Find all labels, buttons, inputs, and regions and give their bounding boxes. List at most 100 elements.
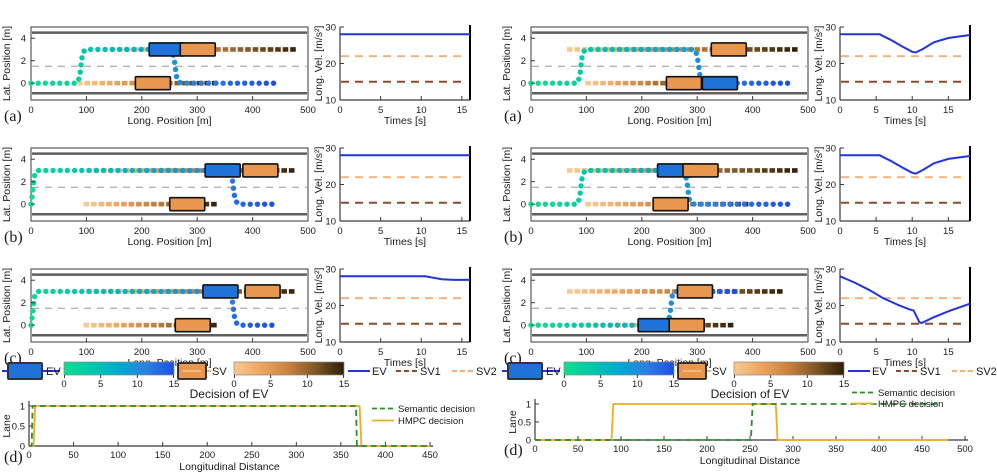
y-tick-label: 4 bbox=[521, 155, 526, 166]
ev-colorbar-tick: 15 bbox=[669, 379, 680, 390]
ev-legend-box bbox=[507, 362, 543, 380]
sv-colorbar-tick: 0 bbox=[231, 379, 236, 390]
ev-trajectory bbox=[528, 288, 738, 328]
x-tick-label: 10 bbox=[416, 226, 427, 237]
ev-vehicle-box bbox=[202, 284, 239, 299]
y-axis-label: Long. Vel. [m/s²] bbox=[313, 267, 325, 343]
sv-vehicle-box bbox=[242, 163, 279, 178]
sv-colorbar-tick: 15 bbox=[339, 379, 350, 390]
ev-vehicle-box bbox=[148, 42, 186, 57]
y-tick-label: 0.5 bbox=[518, 418, 531, 429]
y-tick-label: 0 bbox=[20, 442, 25, 453]
ev-colorbar-tick: 10 bbox=[132, 379, 143, 390]
x-tick-label: 400 bbox=[378, 450, 394, 461]
x-tick-label: 0 bbox=[337, 347, 342, 358]
sv2-line-label: SV2 bbox=[976, 366, 997, 378]
y-tick-label: 30 bbox=[825, 23, 836, 34]
x-tick-label: 10 bbox=[907, 105, 918, 116]
y-tick-label: 20 bbox=[325, 180, 336, 191]
y-axis-label: Long. Vel. [m/s²] bbox=[813, 267, 825, 343]
y-axis-label: Lat. Position [m] bbox=[1, 26, 13, 101]
y-tick-label: 0 bbox=[21, 200, 26, 211]
x-tick-label: 0 bbox=[28, 226, 33, 237]
x-axis-label: Times [s] bbox=[384, 236, 426, 248]
panel-letter: (b) bbox=[504, 229, 523, 246]
ev-trajectory bbox=[28, 46, 277, 86]
y-tick-label: 4 bbox=[21, 155, 26, 166]
panel-letter: (d) bbox=[4, 449, 23, 466]
x-tick-label: 400 bbox=[245, 105, 261, 116]
plot-box bbox=[530, 147, 809, 222]
y-tick-label: 1 bbox=[20, 402, 25, 413]
x-tick-label: 0 bbox=[528, 226, 533, 237]
x-axis-label: Long. Position [m] bbox=[627, 115, 711, 127]
x-tick-label: 500 bbox=[300, 105, 316, 116]
ev-line-label: EV bbox=[872, 366, 887, 378]
y-tick-label: 30 bbox=[325, 23, 336, 34]
plot-box bbox=[30, 147, 309, 222]
y-tick-label: 10 bbox=[825, 96, 836, 107]
left-column: 0 100 200 300 400 500 0 2 4 Long. Position [m] Lat… bbox=[0, 0, 497, 476]
velocity-plot: 0 5 10 15 10 20 30 Times [s] Long. Vel. [m/s²] bbox=[313, 265, 471, 369]
x-tick-label: 200 bbox=[134, 347, 150, 358]
x-tick-label: 300 bbox=[689, 347, 705, 358]
sv-colorbar-tick: 0 bbox=[731, 379, 736, 390]
y-tick-label: 2 bbox=[21, 298, 26, 309]
x-tick-label: 300 bbox=[189, 347, 205, 358]
y-tick-label: 0 bbox=[521, 200, 526, 211]
y-tick-label: 2 bbox=[521, 56, 526, 67]
ev-velocity-line bbox=[840, 33, 971, 54]
y-tick-label: 4 bbox=[21, 34, 26, 45]
x-tick-label: 5 bbox=[873, 226, 878, 237]
sv-vehicle-box bbox=[168, 196, 206, 212]
x-tick-label: 15 bbox=[943, 226, 954, 237]
x-tick-label: 15 bbox=[943, 105, 954, 116]
x-tick-label: 50 bbox=[68, 450, 79, 461]
ev-velocity-line bbox=[839, 275, 971, 325]
y-tick-label: 2 bbox=[521, 298, 526, 309]
x-tick-label: 100 bbox=[78, 226, 94, 237]
plot-box bbox=[530, 268, 809, 343]
y-tick-label: 10 bbox=[325, 96, 336, 107]
x-tick-label: 500 bbox=[300, 226, 316, 237]
y-tick-label: 10 bbox=[825, 338, 836, 349]
sv1-line-label: SV1 bbox=[420, 366, 441, 378]
y-tick-label: 20 bbox=[825, 59, 836, 70]
x-axis-label: Times [s] bbox=[384, 357, 426, 369]
hmpc-decision-line bbox=[29, 405, 430, 447]
y-tick-label: 10 bbox=[825, 217, 836, 228]
plot-title: Decision of EV bbox=[190, 387, 269, 401]
sv-vehicle-box bbox=[665, 75, 703, 91]
y-tick-label: 2 bbox=[21, 56, 26, 67]
x-tick-label: 10 bbox=[907, 226, 918, 237]
sv-vehicle-box bbox=[668, 317, 705, 333]
x-tick-label: 0 bbox=[28, 105, 33, 116]
x-tick-label: 15 bbox=[457, 105, 468, 116]
x-tick-label: 300 bbox=[689, 105, 705, 116]
y-tick-label: 0.5 bbox=[12, 422, 25, 433]
x-tick-label: 100 bbox=[78, 105, 94, 116]
y-axis-label: Lat. Position [m] bbox=[501, 147, 513, 222]
x-tick-label: 400 bbox=[871, 444, 887, 455]
x-tick-label: 0 bbox=[26, 450, 31, 461]
y-tick-label: 10 bbox=[325, 217, 336, 228]
x-tick-label: 0 bbox=[837, 105, 842, 116]
y-axis-label: Lat. Position [m] bbox=[1, 147, 13, 222]
x-tick-label: 100 bbox=[78, 347, 94, 358]
ev-colorbar-tick: 0 bbox=[561, 379, 566, 390]
decision-plot: Decision of EV 0 50 100 150 200 250 300 350 400 45… bbox=[504, 387, 973, 467]
semantic-decision-line bbox=[29, 405, 430, 447]
x-tick-label: 400 bbox=[745, 347, 761, 358]
ev-line-label: EV bbox=[372, 366, 387, 378]
velocity-plot: 0 5 10 15 10 20 30 Times [s] Long. Vel. [m/s²] bbox=[813, 265, 971, 369]
x-tick-label: 10 bbox=[416, 105, 427, 116]
x-tick-label: 450 bbox=[914, 444, 930, 455]
sv2-line-label: SV2 bbox=[476, 366, 497, 378]
x-tick-label: 150 bbox=[656, 444, 672, 455]
decision-plot: Decision of EV 0 50 100 150 200 250 300 350 400 45… bbox=[1, 387, 475, 473]
